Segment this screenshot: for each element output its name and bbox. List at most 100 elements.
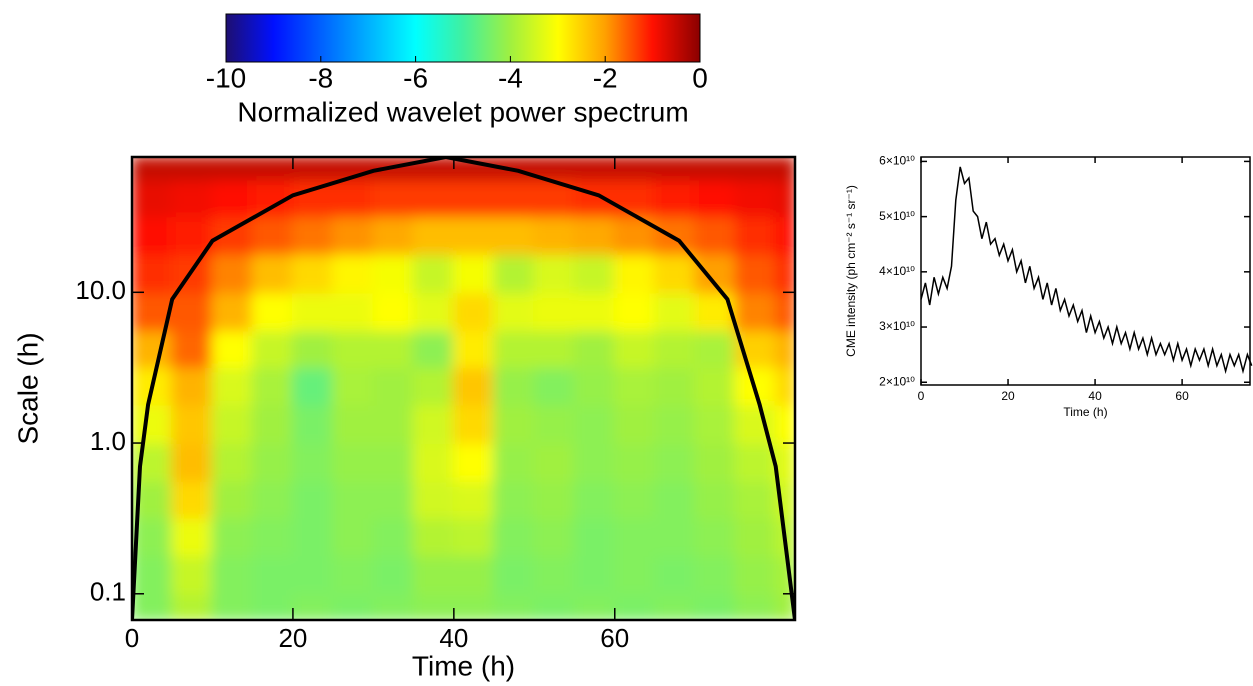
heatmap-cell (412, 178, 455, 218)
heatmap-cell (251, 442, 294, 483)
heatmap-cell (533, 554, 576, 595)
heatmap-cell (734, 178, 777, 218)
heatmap-cell (211, 252, 254, 294)
heatmap-cell (291, 157, 335, 181)
heatmap-cell (694, 516, 737, 557)
heatmap-cell (171, 329, 214, 368)
heatmap-cell (211, 442, 254, 483)
heatmap-cell (171, 592, 214, 620)
y-axis-label: Scale (h) (12, 332, 43, 444)
heatmap-cell (251, 592, 294, 620)
heatmap-cell (774, 157, 795, 181)
x-tick-label: 40 (439, 623, 468, 653)
heatmap-cell (774, 178, 795, 218)
heatmap-cell (132, 157, 174, 181)
heatmap-cell (372, 329, 415, 368)
heatmap-cell (332, 291, 375, 332)
heatmap-cell (372, 480, 415, 519)
x-axis-label: Time (h) (1063, 405, 1107, 419)
heatmap-cell (412, 592, 455, 620)
heatmap-cell (291, 554, 335, 595)
heatmap-cell (653, 329, 697, 368)
heatmap-cell (613, 365, 656, 406)
heatmap-cell (613, 329, 656, 368)
heatmap-cell (291, 516, 335, 557)
heatmap-cell (171, 365, 214, 406)
heatmap-cell (613, 592, 656, 620)
heatmap-cell (132, 252, 174, 294)
heatmap-cell (774, 365, 795, 406)
heatmap-cell (493, 592, 536, 620)
heatmap-cell (734, 480, 777, 519)
heatmap-cell (171, 516, 214, 557)
heatmap-cell (694, 442, 737, 483)
heatmap-cell (291, 403, 335, 445)
heatmap (132, 157, 795, 620)
heatmap-cell (372, 403, 415, 445)
heatmap-cell (251, 215, 294, 255)
heatmap-cell (251, 516, 294, 557)
heatmap-cell (493, 480, 536, 519)
heatmap-cell (132, 215, 174, 255)
heatmap-cell (332, 403, 375, 445)
x-tick-label: 0 (125, 623, 139, 653)
heatmap-cell (573, 442, 616, 483)
heatmap-cell (493, 554, 536, 595)
heatmap-cell (211, 516, 254, 557)
heatmap-cell (452, 291, 496, 332)
heatmap-cell (452, 252, 496, 294)
intensity-line (920, 166, 1253, 375)
heatmap-cell (332, 329, 375, 368)
colorbar-label: Normalized wavelet power spectrum (237, 96, 688, 127)
x-axis-label: Time (h) (412, 650, 515, 681)
heatmap-cell (533, 252, 576, 294)
heatmap-cell (573, 291, 616, 332)
heatmap-cell (372, 554, 415, 595)
heatmap-cell (653, 365, 697, 406)
heatmap-cell (132, 442, 174, 483)
heatmap-cell (291, 329, 335, 368)
heatmap-cell (613, 516, 656, 557)
heatmap-cell (533, 592, 576, 620)
heatmap-cell (452, 215, 496, 255)
heatmap-cell (533, 215, 576, 255)
heatmap-clip (132, 157, 795, 620)
plot-frame (920, 156, 1251, 386)
heatmap-cell (493, 365, 536, 406)
heatmap-cell (452, 365, 496, 406)
heatmap-cell (653, 403, 697, 445)
heatmap-cell (653, 516, 697, 557)
heatmap-cell (171, 403, 214, 445)
heatmap-cell (573, 329, 616, 368)
heatmap-cell (211, 157, 254, 181)
heatmap-cell (412, 291, 455, 332)
heatmap-cell (653, 442, 697, 483)
y-tick-label: 2×10¹⁰ (879, 374, 915, 388)
colorbar-tick-label: -2 (593, 62, 618, 93)
y-tick-label: 4×10¹⁰ (879, 264, 915, 278)
heatmap-cell (533, 291, 576, 332)
heatmap-cell (573, 157, 616, 181)
heatmap-cell (171, 157, 214, 181)
heatmap-cell (332, 365, 375, 406)
heatmap-cell (251, 365, 294, 406)
colorbar (225, 13, 701, 63)
heatmap-cell (613, 554, 656, 595)
heatmap-cell (493, 215, 536, 255)
heatmap-cell (694, 157, 737, 181)
heatmap-cell (653, 157, 697, 181)
heatmap-cell (694, 178, 737, 218)
heatmap-cell (653, 178, 697, 218)
heatmap-cell (613, 178, 656, 218)
heatmap-cell (332, 554, 375, 595)
heatmap-cell (291, 365, 335, 406)
heatmap-cell (211, 403, 254, 445)
heatmap-cell (412, 442, 455, 483)
heatmap-cell (774, 252, 795, 294)
x-tick-label: 20 (278, 623, 307, 653)
colorbar-tick-label: 0 (692, 62, 708, 93)
heatmap-cell (613, 215, 656, 255)
heatmap-cell (332, 178, 375, 218)
y-tick-label: 5×10¹⁰ (879, 209, 915, 223)
